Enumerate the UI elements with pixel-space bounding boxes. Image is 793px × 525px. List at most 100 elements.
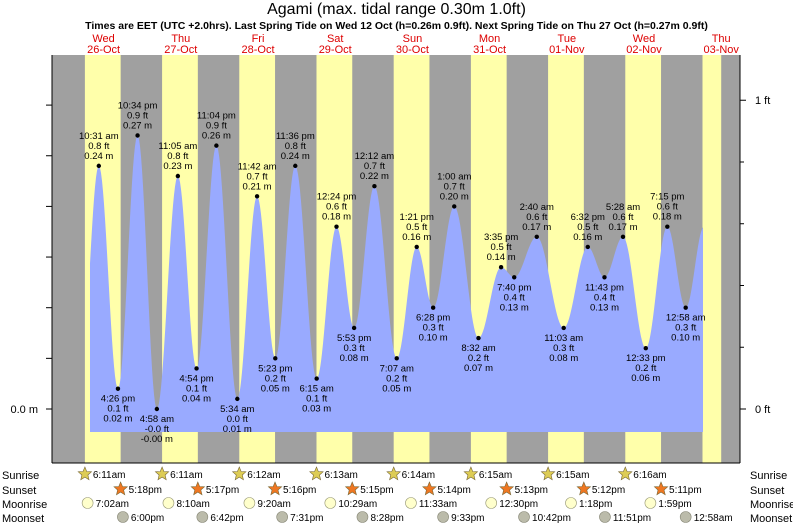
sun-moon-footer: Sunrise Sunrise Sunset Sunset Moonrise Moonri… <box>2 466 793 525</box>
moonrise-icon <box>324 497 337 509</box>
moonrise-time: 8:10am <box>176 499 209 510</box>
low-tide-point <box>683 305 688 310</box>
high-tide-point <box>665 224 670 229</box>
moonrise-row-label-left: Moonrise <box>2 499 47 511</box>
moonset-icon <box>117 511 129 523</box>
sunrise-row-label-left: Sunrise <box>2 470 39 482</box>
low-tide-point <box>430 305 436 310</box>
day-date-label: 01-Nov <box>549 44 585 56</box>
moonset-time: 8:28pm <box>370 513 403 524</box>
tide-label: 0.8 ft <box>88 141 109 152</box>
tide-label: 6:15 am <box>300 384 334 395</box>
tide-label: 0.0 ft <box>227 414 248 425</box>
tide-label: 12:24 pm <box>317 192 357 203</box>
tide-label: 0.2 ft <box>265 373 286 384</box>
tide-label: 0.5 ft <box>577 222 598 233</box>
tide-label: 0.4 ft <box>504 292 525 303</box>
tide-label: 0.3 ft <box>423 323 444 334</box>
tide-label: 4:26 pm <box>101 394 135 405</box>
tide-label: 0.17 m <box>522 222 551 233</box>
tide-label: -0.0 ft <box>145 424 170 435</box>
tide-label: 0.3 ft <box>553 343 574 354</box>
moonset-icon <box>196 511 209 523</box>
tide-label: 0.2 ft <box>635 363 656 374</box>
tide-label: 0.16 m <box>573 232 602 243</box>
moonrise-time: 11:33am <box>419 499 457 510</box>
moonrise-icon <box>162 497 175 509</box>
day-date-label: 02-Nov <box>626 44 662 56</box>
day-date-label: 03-Nov <box>703 44 739 56</box>
high-tide-point <box>585 244 590 250</box>
low-tide-point <box>314 376 319 381</box>
tide-label: 6:32 pm <box>571 212 605 223</box>
high-tide-point <box>175 173 181 179</box>
low-tide-point <box>394 356 399 361</box>
tide-label: 0.6 ft <box>526 212 547 223</box>
day-weekday-label: Fri <box>252 33 265 45</box>
tide-label: 0.20 m <box>440 191 469 202</box>
low-tide-point <box>476 335 481 341</box>
tide-label: 0.01 m <box>223 424 252 435</box>
tide-label: 5:53 pm <box>337 333 371 344</box>
tide-label: 11:04 pm <box>197 111 236 122</box>
tide-label: 7:07 am <box>380 363 414 374</box>
tide-label: 0.21 m <box>243 181 272 192</box>
sunrise-icon <box>309 466 324 481</box>
tide-label: 0.9 ft <box>127 110 148 121</box>
sunrise-time: 6:16am <box>633 470 666 481</box>
moonrise-icon <box>485 497 498 509</box>
high-tide-point <box>498 264 504 270</box>
moonrise-time: 10:29am <box>338 499 377 510</box>
day-weekday-label: Mon <box>479 33 500 45</box>
moonset-time: 9:33pm <box>451 513 484 524</box>
sunset-icon <box>576 481 592 496</box>
tide-label: 11:42 am <box>238 161 277 172</box>
tide-label: 0.05 m <box>261 383 290 394</box>
tide-label: 0.24 m <box>84 151 113 162</box>
moonset-icon <box>356 511 369 523</box>
low-tide-point <box>194 366 199 371</box>
tide-label: 11:36 pm <box>276 131 315 142</box>
tide-label: 11:05 am <box>158 141 197 152</box>
sunset-time: 5:12pm <box>592 485 625 496</box>
sunset-icon <box>267 481 283 496</box>
left-axis-label: 0.0 m <box>10 404 38 416</box>
tide-label: 0.13 m <box>590 302 619 313</box>
tide-label: 0.14 m <box>487 252 516 263</box>
tide-label: 0.02 m <box>103 414 132 425</box>
low-tide-point <box>643 346 648 351</box>
sunset-time: 5:17pm <box>206 485 239 496</box>
sunrise-icon <box>231 466 247 481</box>
tide-label: 0.16 m <box>402 232 431 243</box>
moonset-icon <box>437 511 449 523</box>
low-tide-point <box>273 356 278 361</box>
tide-label: 0.13 m <box>500 302 529 313</box>
sunset-time: 5:15pm <box>360 485 393 496</box>
sunrise-icon <box>386 466 402 481</box>
high-tide-point <box>620 234 626 239</box>
high-tide-point <box>452 204 457 209</box>
tide-points: 10:31 am0.8 ft0.24 m 4:26 pm 0.1 ft 0.02 m 1… <box>79 100 706 445</box>
tide-label: 10:34 pm <box>118 100 158 111</box>
tide-water-area <box>90 135 703 433</box>
sunset-icon <box>499 481 515 496</box>
right-axis-label: 0 ft <box>755 404 770 416</box>
sunset-row-label-left: Sunset <box>2 485 36 497</box>
high-tide-point <box>214 143 219 148</box>
tide-label: 0.7 ft <box>364 161 385 172</box>
tide-label: 0.1 ft <box>306 394 327 405</box>
tide-label: 0.5 ft <box>491 242 512 253</box>
sunrise-time: 6:15am <box>556 470 589 481</box>
tide-label: 0.17 m <box>608 222 637 233</box>
tide-label: 7:40 pm <box>497 282 531 293</box>
sunrise-time: 6:12am <box>247 470 280 481</box>
day-date-label: 30-Oct <box>396 44 429 56</box>
tide-label: 10:31 am <box>79 131 119 142</box>
tide-area <box>90 135 703 433</box>
sunset-time: 5:18pm <box>129 485 162 496</box>
tide-label: 11:03 am <box>544 333 583 344</box>
moonrise-icon <box>243 497 256 509</box>
tide-label: 1:21 pm <box>400 212 434 223</box>
tide-label: 0.08 m <box>340 353 369 364</box>
